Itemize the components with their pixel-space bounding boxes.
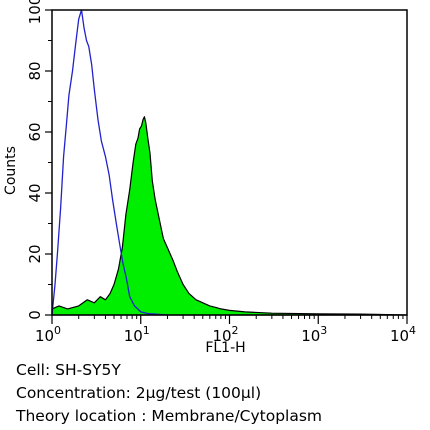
x-tick-label: 104 [390, 324, 416, 345]
x-axis-title: FL1-H [205, 340, 245, 355]
x-tick-label: 101 [124, 324, 150, 345]
y-tick-label: 0 [26, 310, 44, 320]
caption-location: Theory location : Membrane/Cytoplasm [16, 407, 323, 425]
plot-frame [51, 9, 408, 316]
sample-histogram [51, 116, 408, 316]
y-tick-label: 20 [26, 244, 44, 263]
caption-concentration: Concentration: 2μg/test (100μl) [16, 384, 262, 402]
y-tick-label: 60 [26, 122, 44, 141]
x-tick-label: 103 [301, 324, 327, 345]
y-tick-label: 80 [26, 61, 44, 80]
y-tick-label: 40 [26, 183, 44, 202]
x-tick-label: 102 [212, 324, 238, 345]
control-histogram [51, 9, 168, 316]
caption-cell: Cell: SH-SY5Y [16, 361, 121, 379]
y-tick-label: 100 [26, 0, 44, 24]
y-axis-title: Counts [3, 146, 19, 195]
x-tick-label: 100 [35, 324, 61, 345]
histogram-chart: 100 101 102 103 104 0 20 40 60 80 100 FL1-H Counts [3, 0, 416, 355]
